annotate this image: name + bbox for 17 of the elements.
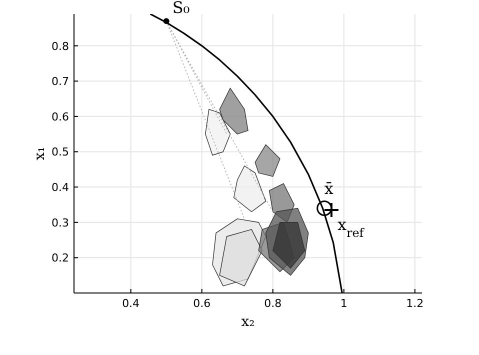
x-tick-label: 1 — [340, 297, 348, 310]
y-tick-label: 0.7 — [52, 75, 69, 88]
x-tick-label: 0.8 — [264, 297, 282, 310]
y-axis-title: x₁ — [32, 146, 48, 160]
annotation: x̄ — [324, 179, 334, 198]
x-tick-label: 0.6 — [193, 297, 211, 310]
y-tick-label: 0.2 — [52, 252, 69, 265]
y-tick-label: 0.4 — [52, 181, 69, 194]
x-tick-label: 1.2 — [406, 297, 424, 310]
x-axis-title: x₂ — [241, 314, 255, 330]
annotation: S₀ — [172, 0, 190, 18]
annotation: x$_{ref}$ — [337, 215, 366, 240]
y-tick-label: 0.5 — [52, 146, 69, 159]
y-tick-label: 0.6 — [52, 110, 69, 124]
y-tick-label: 0.8 — [52, 40, 69, 53]
x-tick-label: 0.4 — [122, 297, 140, 310]
y-tick-label: 0.3 — [52, 216, 69, 230]
